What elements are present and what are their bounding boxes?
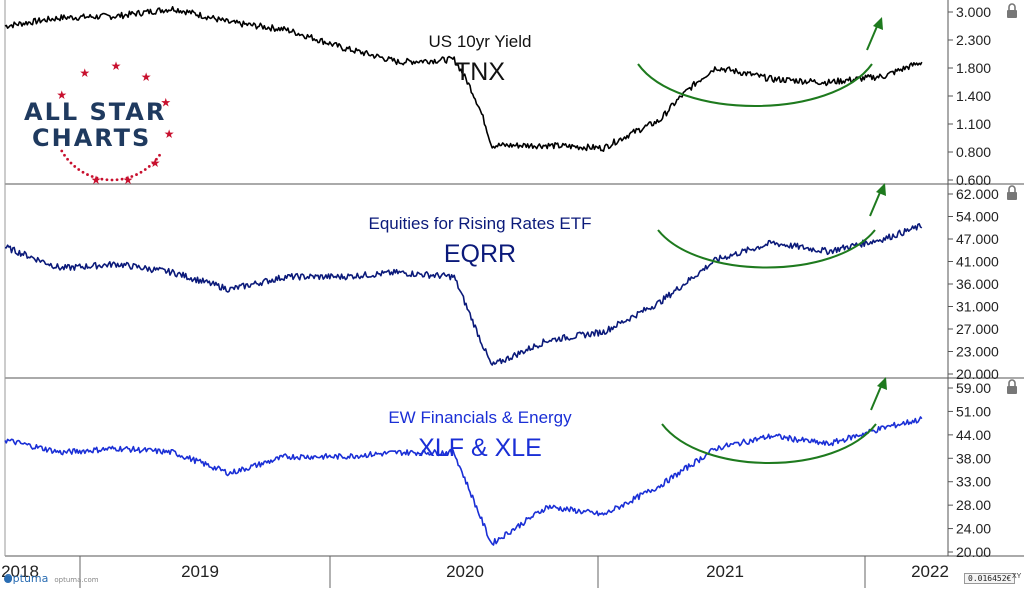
y-tick-label-2-1: 51.00 xyxy=(956,403,991,419)
series-line-1 xyxy=(4,223,923,366)
breakout-arrow-1 xyxy=(869,189,882,217)
logo-dot-20 xyxy=(69,161,73,165)
lock-icon-shackle-1 xyxy=(1008,185,1016,192)
logo-star-2: ★ xyxy=(111,59,122,73)
logo-dot-4 xyxy=(143,168,147,171)
x-tick-label-1: 2019 xyxy=(181,562,219,581)
logo-star-4: ★ xyxy=(160,95,171,109)
saucer-arc-2 xyxy=(661,423,877,464)
y-tick-label-1-8: 20.000 xyxy=(956,366,999,382)
logo-dot-19 xyxy=(73,165,77,168)
y-tick-label-0-5: 0.800 xyxy=(956,144,991,160)
y-tick-label-1-5: 31.000 xyxy=(956,299,999,315)
logo-dot-15 xyxy=(90,175,94,178)
xy-label[interactable]: XY xyxy=(1012,573,1022,580)
lock-icon-0 xyxy=(1007,10,1017,18)
logo-dot-7 xyxy=(130,175,134,178)
breakout-arrowhead-2 xyxy=(877,377,887,390)
x-tick-label-4: 2022 xyxy=(911,562,949,581)
logo-dot-10 xyxy=(115,178,119,182)
logo-star-8: ★ xyxy=(91,173,102,187)
logo-line-2: CHARTS xyxy=(32,124,152,152)
breakout-arrowhead-0 xyxy=(873,17,883,30)
x-tick-label-3: 2021 xyxy=(706,562,744,581)
panel-title-1: Equities for Rising Rates ETF xyxy=(369,214,592,233)
y-tick-label-2-5: 28.00 xyxy=(956,497,991,513)
y-tick-label-1-2: 47.000 xyxy=(956,231,999,247)
y-tick-label-2-6: 24.00 xyxy=(956,521,991,537)
panel-ticker-2: XLF & XLE xyxy=(418,434,542,462)
logo-dot-23 xyxy=(60,149,64,153)
panel-title-0: US 10yr Yield xyxy=(429,32,532,51)
logo-dot-2 xyxy=(151,161,155,165)
logo-dot-12 xyxy=(105,178,109,182)
logo-dot-17 xyxy=(81,170,85,174)
logo-star-0: ★ xyxy=(56,88,67,102)
y-tick-label-0-4: 1.100 xyxy=(956,116,991,132)
logo-dot-22 xyxy=(63,153,66,157)
logo-dot-8 xyxy=(125,176,129,180)
logo-star-7: ★ xyxy=(123,173,134,187)
breakout-arrowhead-1 xyxy=(876,183,886,196)
y-tick-label-2-2: 44.00 xyxy=(956,427,991,443)
lock-icon-shackle-2 xyxy=(1008,379,1016,386)
logo-star-5: ★ xyxy=(164,127,175,141)
all-star-charts-logo: ALL STAR CHARTS xyxy=(22,70,202,180)
y-tick-label-1-0: 62.000 xyxy=(956,186,999,202)
optuma-brand-name: Optuma xyxy=(4,572,49,585)
logo-star-1: ★ xyxy=(79,66,90,80)
series-line-0 xyxy=(4,6,923,152)
panel-title-2: EW Financials & Energy xyxy=(388,408,572,427)
logo-dot-11 xyxy=(110,178,114,182)
logo-dot-5 xyxy=(139,170,143,174)
y-tick-label-2-0: 59.00 xyxy=(956,380,991,396)
saucer-arc-1 xyxy=(657,229,876,269)
y-tick-label-0-0: 3.000 xyxy=(956,4,991,20)
logo-dot-3 xyxy=(147,165,151,168)
panel-ticker-1: EQRR xyxy=(444,240,516,268)
scale-value-box[interactable]: 0.016452€ xyxy=(964,573,1016,584)
logo-dot-9 xyxy=(120,177,124,181)
y-tick-label-1-4: 36.000 xyxy=(956,276,999,292)
logo-dot-21 xyxy=(66,157,69,161)
logo-dot-0 xyxy=(158,153,161,157)
lock-icon-2 xyxy=(1007,386,1017,394)
breakout-arrow-2 xyxy=(870,383,883,411)
logo-dot-18 xyxy=(77,168,81,171)
logo-dot-6 xyxy=(135,173,138,176)
breakout-arrow-0 xyxy=(866,23,879,51)
saucer-arc-0 xyxy=(637,63,873,107)
y-tick-label-0-3: 1.400 xyxy=(956,88,991,104)
panel-ticker-0: TNX xyxy=(455,58,505,86)
logo-dot-13 xyxy=(100,177,104,181)
optuma-icon xyxy=(4,575,12,583)
logo-line-1: ALL STAR xyxy=(24,98,167,126)
y-tick-label-1-1: 54.000 xyxy=(956,209,999,225)
y-tick-label-0-6: 0.600 xyxy=(956,172,991,188)
series-line-2 xyxy=(4,416,923,546)
lock-icon-shackle-0 xyxy=(1008,3,1016,10)
y-tick-label-2-7: 20.00 xyxy=(956,544,991,560)
lock-icon-1 xyxy=(1007,192,1017,200)
y-tick-label-2-4: 33.00 xyxy=(956,474,991,490)
y-tick-label-2-3: 38.00 xyxy=(956,450,991,466)
y-tick-label-0-1: 2.300 xyxy=(956,32,991,48)
y-tick-label-1-6: 27.000 xyxy=(956,321,999,337)
x-tick-label-2: 2020 xyxy=(446,562,484,581)
y-tick-label-1-7: 23.000 xyxy=(956,344,999,360)
logo-dot-1 xyxy=(155,157,158,161)
logo-dot-14 xyxy=(95,176,99,180)
logo-dot-16 xyxy=(86,173,89,176)
logo-star-3: ★ xyxy=(141,70,152,84)
optuma-brand: Optuma optuma.com xyxy=(4,572,99,585)
logo-star-6: ★ xyxy=(150,156,161,170)
y-tick-label-1-3: 41.000 xyxy=(956,254,999,270)
y-tick-label-0-2: 1.800 xyxy=(956,60,991,76)
optuma-site: optuma.com xyxy=(54,576,99,584)
